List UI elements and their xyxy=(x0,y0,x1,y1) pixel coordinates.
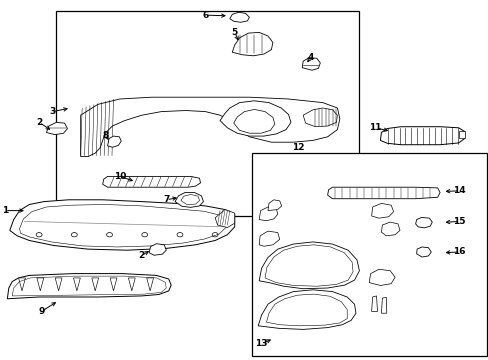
Polygon shape xyxy=(327,187,439,199)
Polygon shape xyxy=(233,109,274,133)
Polygon shape xyxy=(149,244,166,255)
Polygon shape xyxy=(258,290,355,329)
Polygon shape xyxy=(416,247,430,257)
Polygon shape xyxy=(266,294,346,326)
Text: 7: 7 xyxy=(163,195,169,204)
Polygon shape xyxy=(102,176,200,187)
Text: 5: 5 xyxy=(231,28,237,37)
Text: 14: 14 xyxy=(452,186,465,195)
Text: 11: 11 xyxy=(368,123,381,132)
Text: 4: 4 xyxy=(306,53,313,62)
Polygon shape xyxy=(37,278,43,291)
Polygon shape xyxy=(128,278,135,291)
Polygon shape xyxy=(232,32,272,56)
Polygon shape xyxy=(371,296,377,311)
Polygon shape xyxy=(181,194,199,204)
Text: 16: 16 xyxy=(452,248,465,256)
Bar xyxy=(56,11,359,216)
Polygon shape xyxy=(381,222,399,236)
Polygon shape xyxy=(302,58,320,70)
Polygon shape xyxy=(19,278,25,291)
Polygon shape xyxy=(381,297,386,313)
Polygon shape xyxy=(259,231,279,246)
Polygon shape xyxy=(81,97,339,157)
Polygon shape xyxy=(264,245,352,286)
Polygon shape xyxy=(229,12,249,22)
Bar xyxy=(458,131,464,138)
Polygon shape xyxy=(368,269,394,285)
Text: 12: 12 xyxy=(291,143,304,152)
Polygon shape xyxy=(107,136,121,147)
Polygon shape xyxy=(415,217,431,228)
Polygon shape xyxy=(215,210,234,228)
Polygon shape xyxy=(146,278,153,291)
Text: 13: 13 xyxy=(255,339,267,348)
Text: 9: 9 xyxy=(38,307,45,316)
Polygon shape xyxy=(380,127,464,145)
Polygon shape xyxy=(267,200,281,211)
Bar xyxy=(251,153,486,356)
Polygon shape xyxy=(259,207,277,221)
Text: 15: 15 xyxy=(452,217,465,226)
Polygon shape xyxy=(46,122,67,135)
Text: 2: 2 xyxy=(139,251,144,260)
Polygon shape xyxy=(259,242,359,289)
Polygon shape xyxy=(371,203,393,218)
Polygon shape xyxy=(92,278,99,291)
Polygon shape xyxy=(303,108,337,127)
Polygon shape xyxy=(7,274,171,299)
Polygon shape xyxy=(220,101,290,136)
Text: 10: 10 xyxy=(113,172,126,181)
Text: 3: 3 xyxy=(49,107,55,116)
Polygon shape xyxy=(55,278,62,291)
Text: 6: 6 xyxy=(202,10,208,19)
Polygon shape xyxy=(175,193,203,207)
Polygon shape xyxy=(10,200,234,250)
Text: 8: 8 xyxy=(102,130,108,139)
Text: 2: 2 xyxy=(36,118,42,127)
Text: 1: 1 xyxy=(2,206,8,215)
Polygon shape xyxy=(110,278,117,291)
Polygon shape xyxy=(73,278,80,291)
